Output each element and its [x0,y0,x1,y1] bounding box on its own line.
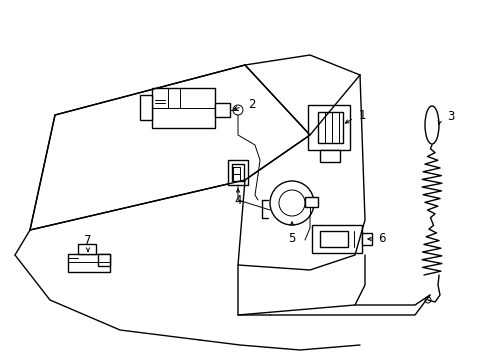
Text: 3: 3 [447,109,454,122]
Polygon shape [215,103,229,117]
Text: 2: 2 [248,98,255,111]
Polygon shape [311,225,361,253]
Text: 6: 6 [378,233,385,246]
Polygon shape [30,65,309,230]
Text: 1: 1 [358,108,365,122]
Text: 5: 5 [288,231,295,244]
Polygon shape [319,150,339,162]
Polygon shape [361,233,371,245]
Polygon shape [152,88,215,128]
Polygon shape [78,244,96,254]
Polygon shape [317,112,342,143]
Text: 7: 7 [84,234,92,247]
Polygon shape [231,164,244,181]
Polygon shape [98,254,110,266]
Polygon shape [307,105,349,150]
Polygon shape [227,160,247,185]
Polygon shape [319,231,347,247]
Polygon shape [68,254,110,272]
Text: 4: 4 [234,194,241,207]
Polygon shape [305,197,317,207]
Polygon shape [140,95,152,120]
